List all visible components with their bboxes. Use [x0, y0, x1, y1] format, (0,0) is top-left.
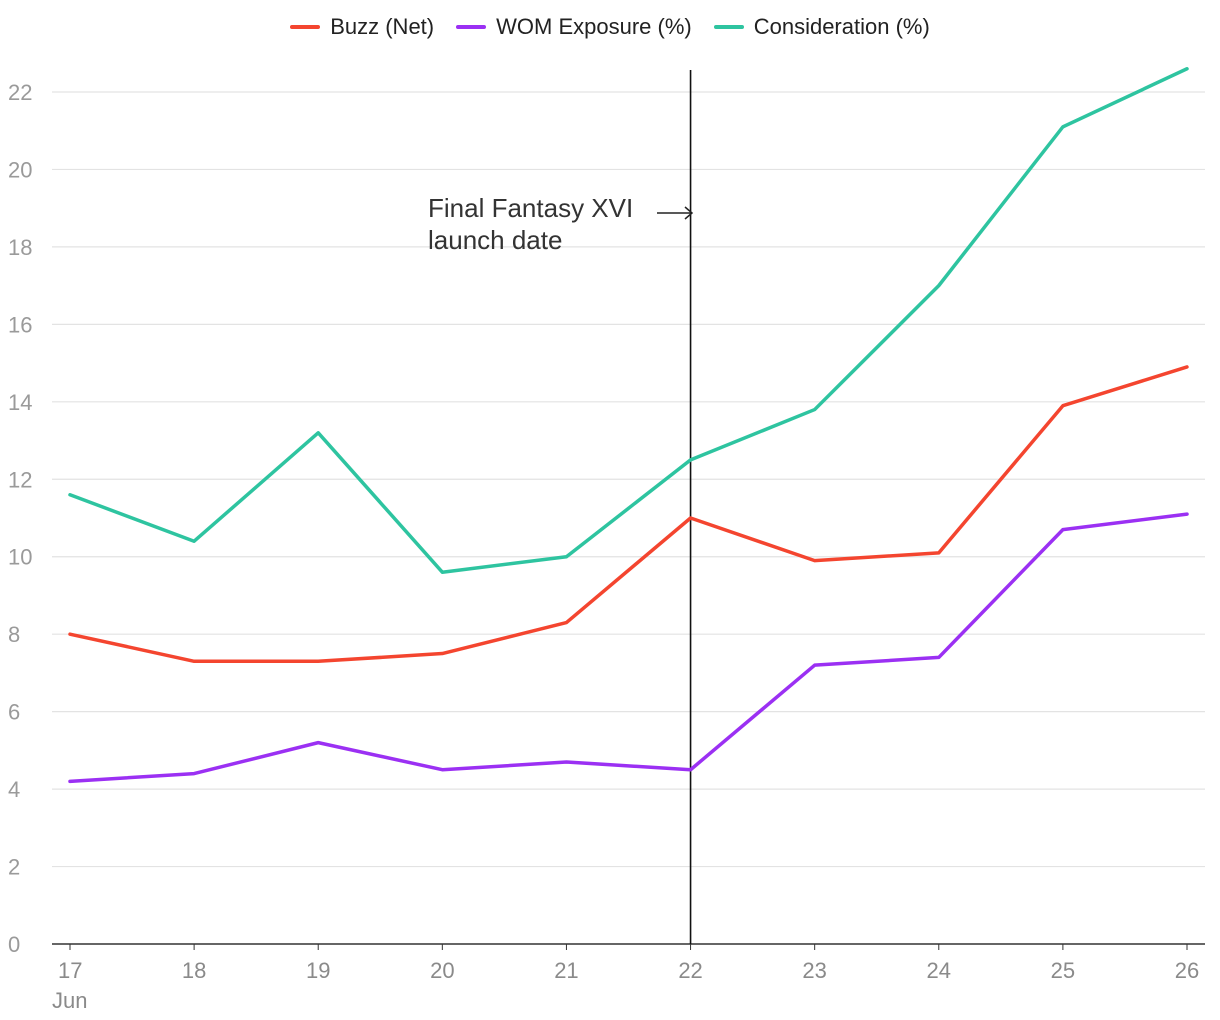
y-tick-label-6: 6 — [8, 700, 20, 725]
y-tick-label-8: 8 — [8, 622, 20, 647]
series-line-wom-exposure — [68, 512, 1189, 784]
x-tick-label-23: 23 — [802, 958, 826, 983]
y-tick-label-2: 2 — [8, 855, 20, 880]
x-tick-label-19: 19 — [306, 958, 330, 983]
x-tick-label-26: 26 — [1175, 958, 1199, 983]
y-tick-label-10: 10 — [8, 545, 32, 570]
y-tick-label-0: 0 — [8, 932, 20, 957]
y-tick-label-14: 14 — [8, 390, 32, 415]
legend-item-wom[interactable]: WOM Exposure (%) — [456, 14, 692, 40]
chart-legend: Buzz (Net) WOM Exposure (%) Consideratio… — [0, 14, 1220, 40]
annotation-line-1: Final Fantasy XVI — [428, 193, 634, 223]
launch-annotation: Final Fantasy XVI launch date — [428, 192, 633, 256]
x-tick-label-24: 24 — [927, 958, 951, 983]
annotation-line-2: launch date — [428, 225, 563, 255]
legend-item-buzz[interactable]: Buzz (Net) — [290, 14, 434, 40]
x-tick-label-20: 20 — [430, 958, 454, 983]
annotation-arrow-icon — [657, 206, 694, 220]
y-tick-label-20: 20 — [8, 157, 32, 182]
legend-label-consideration: Consideration (%) — [753, 14, 930, 39]
legend-label-buzz: Buzz (Net) — [330, 14, 435, 39]
y-tick-label-16: 16 — [8, 312, 32, 337]
series-line-buzz-net — [68, 365, 1189, 664]
x-tick-label-21: 21 — [554, 958, 578, 983]
series-line-consideration — [68, 67, 1189, 574]
x-tick-label-25: 25 — [1051, 958, 1075, 983]
y-tick-label-22: 22 — [8, 80, 32, 105]
y-tick-label-12: 12 — [8, 467, 32, 492]
legend-swatch-wom — [456, 25, 487, 29]
legend-item-consideration[interactable]: Consideration (%) — [713, 14, 930, 40]
legend-swatch-consideration — [713, 25, 744, 29]
x-tick-label-17: 17 — [58, 958, 82, 983]
y-tick-label-4: 4 — [8, 777, 20, 802]
x-tick-sublabel: Jun — [52, 988, 87, 1013]
y-tick-label-18: 18 — [8, 235, 32, 260]
legend-label-wom: WOM Exposure (%) — [496, 14, 692, 39]
x-tick-label-18: 18 — [182, 958, 206, 983]
x-tick-label-22: 22 — [678, 958, 702, 983]
legend-swatch-buzz — [290, 25, 321, 29]
